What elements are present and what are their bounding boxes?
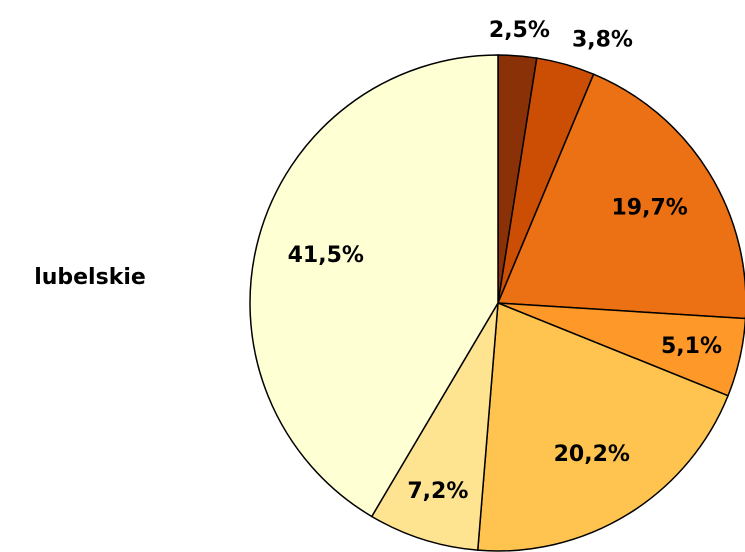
data-label: 19,7% xyxy=(611,196,687,221)
data-label: 7,2% xyxy=(407,479,468,504)
chart-title: lubelskie xyxy=(34,265,146,290)
pie-slice xyxy=(370,302,499,551)
pie-slice xyxy=(496,73,745,320)
data-label: 3,8% xyxy=(572,28,633,53)
pie-slice xyxy=(249,54,499,518)
data-label: 20,2% xyxy=(554,442,630,467)
data-label: 5,1% xyxy=(661,334,722,359)
data-label: 2,5% xyxy=(489,18,550,43)
data-label: 41,5% xyxy=(288,243,364,268)
pie-slice xyxy=(476,301,729,552)
